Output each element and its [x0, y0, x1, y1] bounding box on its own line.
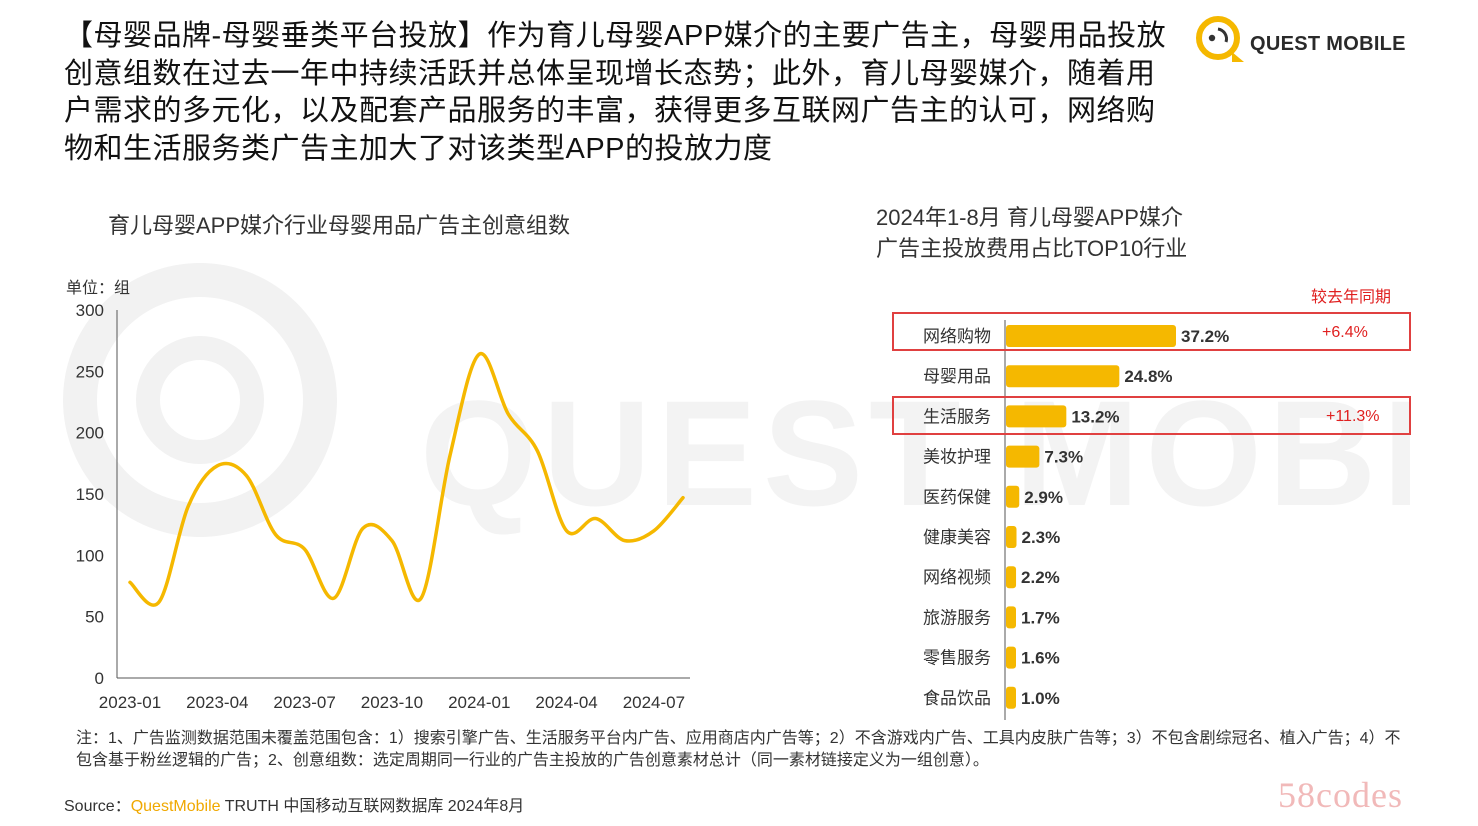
- bar-value-label: 24.8%: [1124, 367, 1172, 386]
- x-tick-label: 2024-07: [623, 693, 685, 712]
- y-tick-label: 300: [76, 301, 104, 320]
- source-brand: QuestMobile: [130, 798, 221, 815]
- bar-chart: 网络购物 37.2% 母婴用品 24.8% 生活服务 13.2% 美妆护理 7.3% 医药保健 2…: [923, 320, 1229, 720]
- yoy-header: 较去年同期: [1311, 289, 1392, 306]
- questmobile-logo-icon: [1196, 16, 1244, 62]
- bar-value-label: 1.6%: [1021, 649, 1060, 668]
- bar-category-label: 旅游服务: [923, 608, 991, 627]
- bar-value-label: 13.2%: [1071, 407, 1119, 426]
- bar: [1006, 405, 1067, 428]
- source-rest: TRUTH 中国移动互联网数据库 2024年8月: [220, 798, 525, 815]
- line-chart-unit: 单位：组: [66, 280, 131, 297]
- y-tick-label: 200: [76, 424, 104, 443]
- bar-value-label: 2.2%: [1021, 568, 1060, 587]
- y-tick-label: 150: [76, 485, 104, 504]
- bar-category-label: 网络视频: [923, 568, 991, 587]
- logo-text: QUEST MOBILE: [1250, 33, 1406, 55]
- x-tick-label: 2023-01: [99, 693, 161, 712]
- x-tick-label: 2023-07: [273, 693, 335, 712]
- bar: [1006, 606, 1016, 629]
- line-chart-title: 育儿母婴APP媒介行业母婴用品广告主创意组数: [108, 213, 571, 238]
- headline: 【母婴品牌-母婴垂类平台投放】作为育儿母婴APP媒介的主要广告主，母婴用品投放创…: [64, 20, 1167, 165]
- bar-category-label: 网络购物: [923, 327, 991, 346]
- yoy-online-shopping: +6.4%: [1322, 324, 1368, 341]
- bar-category-label: 生活服务: [923, 407, 991, 426]
- x-tick-label: 2024-04: [535, 693, 597, 712]
- bar: [1006, 445, 1040, 468]
- line-chart: 0 50 100 150 200 250 300 2023-01 2023-04 2023-07 2…: [76, 301, 690, 712]
- site-watermark: 58codes: [1278, 775, 1403, 815]
- bar-value-label: 7.3%: [1044, 448, 1083, 467]
- bar-category-label: 健康美容: [923, 528, 991, 547]
- bar: [1006, 646, 1016, 669]
- bar: [1006, 686, 1016, 709]
- questmobile-logo: QUEST MOBILE: [1192, 12, 1412, 72]
- bar: [1006, 325, 1176, 347]
- bar-value-label: 1.7%: [1021, 608, 1060, 627]
- y-tick-label: 0: [95, 669, 104, 688]
- footnote: 注：1、广告监测数据范围未覆盖范围包含：1）搜索引擎广告、生活服务平台内广告、应…: [76, 730, 1401, 769]
- x-tick-label: 2023-10: [361, 693, 423, 712]
- y-tick-label: 50: [85, 608, 104, 627]
- x-tick-label: 2024-01: [448, 693, 510, 712]
- source-line: Source：QuestMobile TRUTH 中国移动互联网数据库 2024…: [64, 792, 524, 816]
- bar-category-label: 医药保健: [923, 488, 991, 507]
- yoy-life-services: +11.3%: [1326, 408, 1380, 425]
- bar: [1006, 526, 1017, 548]
- source-prefix: Source：: [64, 798, 131, 815]
- bar-value-label: 2.9%: [1024, 488, 1063, 507]
- bar-value-label: 2.3%: [1022, 528, 1061, 547]
- bar: [1006, 485, 1020, 508]
- bar-chart-title: 2024年1-8月 育儿母婴APP媒介 广告主投放费用占比TOP10行业: [876, 205, 1188, 261]
- bar-category-label: 食品饮品: [923, 689, 991, 708]
- x-tick-label: 2023-04: [186, 693, 248, 712]
- bar-category-label: 零售服务: [923, 649, 991, 668]
- highlight-box-online-shopping: [892, 312, 1411, 351]
- highlight-box-life-services: [892, 396, 1411, 435]
- bar: [1006, 566, 1017, 589]
- y-tick-label: 100: [76, 546, 104, 565]
- bar-category-label: 母婴用品: [923, 367, 991, 386]
- bar-value-label: 37.2%: [1181, 327, 1229, 346]
- y-tick-label: 250: [76, 362, 104, 381]
- bar: [1006, 365, 1120, 388]
- line-series: [128, 352, 685, 607]
- bar-value-label: 1.0%: [1021, 689, 1060, 708]
- bar-category-label: 美妆护理: [923, 448, 991, 467]
